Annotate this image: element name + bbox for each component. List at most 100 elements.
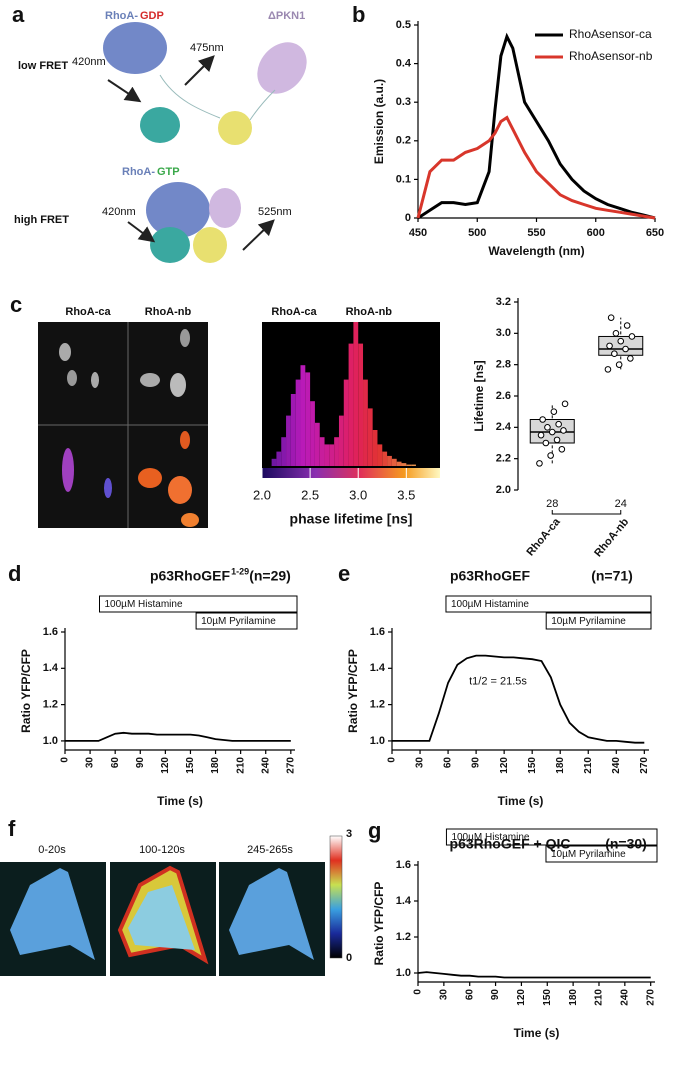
- x-tick-label: 180: [210, 757, 221, 774]
- histogram-bar: [387, 455, 392, 466]
- rhoa-protein: [103, 22, 167, 74]
- x-tick-label: 240: [260, 757, 271, 774]
- series-line: [392, 654, 645, 744]
- chart-title: p63RhoGEF: [450, 568, 531, 584]
- y-tick-label: 1.0: [396, 967, 411, 979]
- data-point: [628, 333, 636, 340]
- cell: [67, 370, 77, 386]
- excitation-label: 420nm: [102, 206, 136, 218]
- histogram-bar: [363, 379, 368, 466]
- treatment-box: [445, 828, 658, 846]
- treatment-label: 10µM Pyrilamine: [551, 616, 626, 627]
- data-point: [611, 350, 618, 358]
- histogram-bar: [324, 444, 330, 466]
- box: [598, 335, 644, 356]
- chart-subtitle: (n=71): [591, 568, 633, 584]
- y-tick-label: 1.6: [396, 859, 411, 871]
- cell: [229, 868, 314, 960]
- histogram-bar: [338, 415, 344, 466]
- y-axis-label: Ratio YFP/CFP: [19, 649, 33, 733]
- data-point: [547, 452, 554, 459]
- data-point: [539, 416, 546, 423]
- y-tick-label: 2.4: [496, 421, 512, 433]
- x-tick-label: 0: [387, 757, 398, 763]
- x-tick-label: 270: [285, 757, 296, 774]
- rhoa-label: RhoA-: [105, 10, 138, 22]
- column-label: RhoA-ca: [65, 306, 111, 318]
- y-tick-label: 1.0: [370, 735, 385, 747]
- x-tick-label: 60: [443, 757, 454, 769]
- treatment-label: 100µM Histamine: [451, 599, 529, 610]
- cell-core: [128, 885, 195, 950]
- data-point: [560, 427, 567, 434]
- data-point: [615, 361, 623, 368]
- data-point: [617, 337, 625, 345]
- chart-subtitle: (n=29): [249, 568, 291, 584]
- x-axis-label: Time (s): [157, 794, 203, 808]
- treatment-box: [545, 612, 652, 630]
- data-point: [536, 460, 543, 467]
- colorbar-max: 3: [346, 828, 352, 840]
- x-tick-label: 30: [85, 757, 96, 769]
- data-point: [542, 439, 550, 447]
- legend-label: RhoAsensor-ca: [569, 27, 652, 41]
- panel-labels: a b c d e f g: [8, 2, 381, 843]
- x-tick-label: 30: [415, 757, 426, 769]
- x-tick-label: 60: [464, 989, 475, 1001]
- y-tick-label: 3.0: [496, 327, 511, 339]
- n-label: 24: [615, 498, 627, 510]
- cell: [62, 448, 74, 492]
- x-tick-label: 150: [542, 989, 553, 1006]
- colorbar: [329, 835, 343, 959]
- y-tick-label: 1.2: [396, 931, 411, 943]
- cfp-protein: [150, 227, 190, 263]
- arrow: [242, 219, 275, 251]
- y-tick-label: 1.2: [370, 699, 385, 711]
- histogram-bar: [343, 379, 349, 466]
- gdp-label: GDP: [140, 10, 164, 22]
- cell: [180, 431, 190, 449]
- histogram-bar: [372, 430, 378, 466]
- histogram-bar: [401, 463, 407, 466]
- cell: [91, 372, 99, 388]
- frame-label: 0-20s: [38, 844, 66, 856]
- chart-subtitle: (n=30): [605, 836, 647, 852]
- fret-diagram: RhoA- GDP ΔPKN1 low FRET 420nm 475nm Rho…: [14, 10, 307, 263]
- histogram-bar: [295, 379, 301, 466]
- x-tick-label: 180: [555, 757, 566, 774]
- category-label: RhoA-ca: [525, 515, 564, 558]
- gtp-label: GTP: [157, 166, 180, 178]
- x-tick-label: 500: [468, 227, 486, 239]
- histogram-bar: [334, 437, 339, 466]
- histogram-bar: [305, 372, 311, 466]
- data-point: [550, 408, 558, 415]
- category-label: RhoA-nb: [592, 516, 631, 559]
- n-label: 28: [546, 498, 558, 510]
- comparison-bracket: [551, 510, 622, 515]
- y-tick-label: 0.3: [396, 96, 411, 108]
- x-tick-label: 210: [583, 757, 594, 774]
- series-line: [416, 115, 656, 220]
- cell: [168, 476, 192, 504]
- x-axis-label: Time (s): [514, 1026, 560, 1040]
- x-tick-label: 0: [413, 989, 424, 995]
- x-tick-label: 3.0: [349, 487, 367, 502]
- low-fret-label: low FRET: [18, 60, 68, 72]
- x-tick-label: 0: [60, 757, 71, 763]
- pkn1-protein: [257, 42, 307, 94]
- legend-label: RhoAsensor-nb: [569, 49, 653, 63]
- chart-title: p63RhoGEF + QIC: [450, 836, 571, 852]
- pkn1-protein: [209, 188, 241, 228]
- histogram-bar: [358, 343, 364, 466]
- cell: [140, 373, 160, 387]
- histogram-bar: [348, 343, 354, 466]
- chart-title-sup: 1-29: [231, 566, 249, 576]
- histogram-bar: [276, 451, 282, 466]
- x-tick-label: 150: [527, 757, 538, 774]
- histogram-bar: [271, 458, 277, 466]
- y-axis-label: Lifetime [ns]: [472, 360, 486, 431]
- frame-label: 245-265s: [247, 844, 293, 856]
- panel-label: a: [12, 2, 25, 27]
- x-tick-label: 650: [646, 227, 664, 239]
